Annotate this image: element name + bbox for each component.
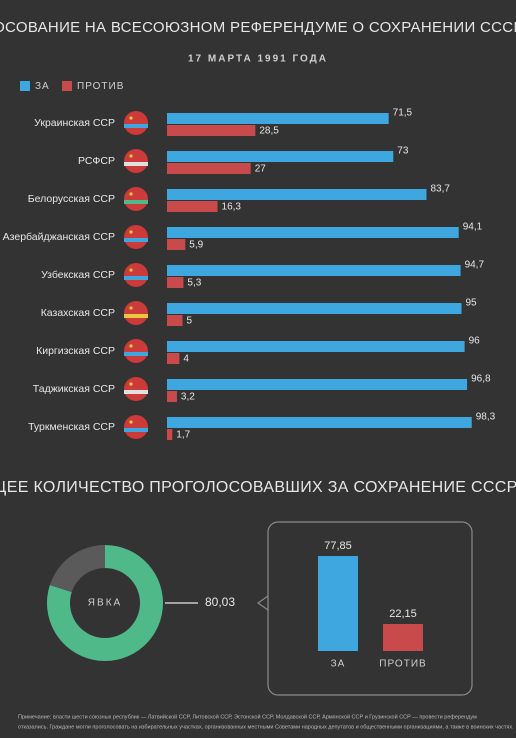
bar <box>167 417 472 428</box>
value-label: 80,03 <box>205 595 235 609</box>
category-label: ЗА <box>331 659 346 670</box>
flag-stripe <box>124 200 148 204</box>
flag <box>124 263 148 287</box>
bar <box>167 391 177 402</box>
footnote: Примечание: власти шести союзных республ… <box>18 713 477 720</box>
bar <box>167 227 459 238</box>
bar <box>167 201 218 212</box>
value-label: 22,15 <box>389 608 417 620</box>
flag-stripe <box>124 428 148 432</box>
flag-stripe <box>124 352 148 356</box>
category-label: ПРОТИВ <box>379 659 426 670</box>
category-label: Киргизская ССР <box>36 345 115 357</box>
bar <box>167 125 256 136</box>
bar <box>167 189 427 200</box>
category-label: Таджикская ССР <box>33 383 115 395</box>
legend-label: ЗА <box>35 81 50 92</box>
flag-star <box>129 230 133 234</box>
flag-stripe <box>124 162 148 166</box>
value-label: 95 <box>466 298 478 309</box>
bar <box>167 303 462 314</box>
category-label: Узбекская ССР <box>41 269 115 281</box>
bar <box>167 239 186 250</box>
bar <box>167 151 394 162</box>
flag <box>124 111 148 135</box>
value-label: 3,2 <box>181 392 195 403</box>
bar <box>167 113 389 124</box>
flag-star <box>129 268 133 272</box>
flag-stripe <box>124 238 148 242</box>
legend-swatch <box>62 81 72 91</box>
flag <box>124 187 148 211</box>
donut-slice <box>49 545 105 593</box>
bar <box>167 315 183 326</box>
value-label: 4 <box>183 354 189 365</box>
value-label: 5 <box>187 316 193 327</box>
flag-stripe <box>124 124 148 128</box>
legend-label: ПРОТИВ <box>77 81 124 92</box>
flag-stripe <box>124 276 148 280</box>
category-label: Казахская ССР <box>41 307 115 319</box>
value-label: 83,7 <box>430 184 450 195</box>
flag <box>124 301 148 325</box>
chart-subtitle: 17 МАРТА 1991 ГОДА <box>188 54 328 65</box>
flag <box>124 377 148 401</box>
bar <box>167 265 461 276</box>
category-label: Азербайджанская ССР <box>3 231 115 243</box>
flag-star <box>129 192 133 196</box>
bar <box>318 556 358 651</box>
bar <box>167 277 184 288</box>
bar <box>167 353 180 364</box>
donut-center-label: ЯВКА <box>88 598 122 609</box>
flag-stripe <box>124 314 148 318</box>
legend-swatch <box>20 81 30 91</box>
category-label: Украинская ССР <box>34 117 115 129</box>
value-label: 77,85 <box>324 540 352 552</box>
flag <box>124 339 148 363</box>
value-label: 28,5 <box>259 126 279 137</box>
section-title: ОБЩЕЕ КОЛИЧЕСТВО ПРОГОЛОСОВАВШИХ ЗА СОХР… <box>0 479 516 496</box>
value-label: 5,9 <box>189 240 203 251</box>
value-label: 94,7 <box>465 260 485 271</box>
bar <box>167 341 465 352</box>
flag <box>124 225 148 249</box>
footnote: отказались. Граждане могли проголосовать… <box>18 724 514 730</box>
frame-pointer-cover <box>269 597 271 609</box>
donut-slice <box>46 545 163 661</box>
category-label: Туркменская ССР <box>28 421 115 433</box>
chart-title: ГОЛОСОВАНИЕ НА ВСЕСОЮЗНОМ РЕФЕРЕНДУМЕ О … <box>0 19 516 36</box>
flag <box>124 149 148 173</box>
bar <box>167 379 468 390</box>
bar <box>167 429 173 440</box>
value-label: 5,3 <box>187 278 201 289</box>
flag <box>124 415 148 439</box>
category-label: РСФСР <box>78 155 115 167</box>
value-label: 98,3 <box>476 412 496 423</box>
category-label: Белорусская ССР <box>28 193 115 205</box>
value-label: 1,7 <box>176 430 190 441</box>
flag-star <box>129 420 133 424</box>
value-label: 27 <box>255 164 267 175</box>
bar <box>167 163 251 174</box>
flag-star <box>129 154 133 158</box>
value-label: 73 <box>397 146 409 157</box>
flag-star <box>129 382 133 386</box>
flag-stripe <box>124 390 148 394</box>
frame-pointer <box>256 594 269 612</box>
flag-star <box>129 306 133 310</box>
bar <box>383 623 423 651</box>
value-label: 71,5 <box>393 108 413 119</box>
flag-star <box>129 344 133 348</box>
value-label: 16,3 <box>222 202 242 213</box>
value-label: 96,8 <box>471 374 491 385</box>
flag-star <box>129 116 133 120</box>
value-label: 96 <box>469 336 481 347</box>
value-label: 94,1 <box>463 222 483 233</box>
